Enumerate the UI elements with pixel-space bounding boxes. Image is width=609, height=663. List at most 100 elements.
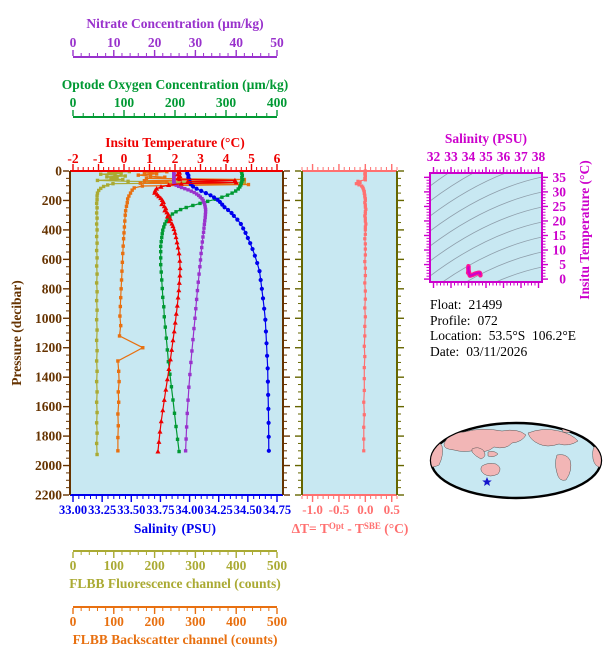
scale-tick-label: 0 [70, 35, 77, 50]
data-point [94, 441, 99, 446]
data-point [189, 360, 193, 365]
nitrate-scale: 0 10 20 30 40 50 [70, 35, 284, 58]
data-point [95, 308, 99, 312]
data-point [362, 388, 366, 393]
ts-temperature-axis-title: Insitu Temperature (°C) [577, 160, 592, 300]
data-point [236, 187, 240, 191]
data-point [160, 407, 166, 413]
data-point [141, 346, 145, 350]
data-point [126, 179, 130, 184]
data-point [184, 425, 189, 429]
data-point [164, 213, 170, 219]
data-point [118, 314, 122, 318]
scale-tick-label: 500 [267, 558, 288, 573]
data-point [363, 354, 367, 359]
ts-frame [429, 172, 543, 283]
data-point [194, 307, 198, 311]
salinity-tick-label: 34.00 [176, 503, 204, 517]
data-point [105, 175, 109, 179]
data-point [266, 406, 271, 411]
data-point [363, 216, 367, 220]
data-point [266, 434, 271, 439]
temperature-tick-label: 2 [172, 151, 179, 166]
data-point [116, 400, 121, 404]
data-point [264, 341, 269, 346]
data-point [140, 184, 145, 188]
data-point [203, 202, 207, 207]
data-point [177, 265, 183, 271]
density-contour [430, 173, 450, 187]
data-point [124, 204, 129, 209]
data-point [185, 178, 191, 184]
data-point [199, 188, 204, 193]
data-point [266, 392, 271, 397]
data-point [259, 286, 264, 291]
data-point [213, 197, 217, 201]
data-point [132, 186, 136, 190]
data-point [94, 234, 99, 239]
ts-salinity-tick-label: 37 [514, 149, 528, 164]
data-point [159, 256, 163, 260]
ts-background [430, 173, 542, 282]
density-contour [430, 206, 542, 262]
data-point [152, 190, 158, 195]
data-point [125, 197, 130, 201]
data-point [172, 411, 177, 415]
data-point [166, 366, 172, 371]
scale-tick-label: 200 [144, 558, 165, 573]
location-label: Location: [430, 328, 482, 343]
data-point [363, 306, 367, 310]
data-point [123, 174, 127, 178]
data-point [363, 247, 367, 251]
data-point [176, 287, 182, 293]
salinity-tick-labels: 33.00 33.25 33.50 33.75 34.00 34.25 34.50 34.75 [59, 503, 291, 517]
data-point [185, 411, 189, 416]
location-value: 53.5°S 106.2°E [488, 328, 577, 343]
data-point [233, 189, 238, 193]
data-point [358, 180, 362, 185]
data-point [186, 398, 190, 402]
data-point [130, 188, 134, 192]
data-point [225, 193, 230, 197]
data-point [154, 172, 159, 176]
data-point [208, 193, 213, 198]
data-point [262, 306, 267, 311]
data-point [95, 198, 99, 202]
data-point [243, 230, 248, 235]
ts-salinity-title: Salinity (PSU) [444, 131, 528, 146]
data-point [159, 250, 163, 254]
float-location-star [482, 477, 492, 487]
ts-temperature-tick-label: 5 [559, 257, 566, 272]
date-label: Date: [430, 343, 460, 359]
continent [487, 451, 499, 457]
data-point [136, 173, 140, 177]
date-row: Date: 03/11/2026 [430, 344, 576, 360]
data-point [119, 295, 123, 300]
data-point [241, 177, 245, 182]
data-point [199, 251, 203, 256]
data-point [194, 297, 199, 302]
data-point [95, 369, 99, 373]
continent [527, 429, 579, 447]
data-point [159, 262, 163, 267]
data-point [229, 210, 234, 216]
salinity-markers [185, 170, 271, 453]
scale-tick-label: 30 [189, 35, 203, 50]
data-point [95, 348, 99, 353]
data-point [222, 205, 227, 210]
data-point [174, 303, 180, 308]
data-point [203, 210, 208, 214]
scale-tick-label: 0 [70, 614, 77, 629]
data-point [142, 171, 147, 175]
temperature-tick-label: 0 [121, 151, 128, 166]
data-point [120, 260, 125, 265]
delta-t-tick-label: 0.5 [384, 502, 401, 517]
data-point [266, 448, 271, 453]
data-point [362, 190, 366, 194]
data-point [166, 217, 170, 221]
main-profile-plot [63, 164, 290, 502]
density-contour [430, 173, 475, 202]
temperature-tick-label: 5 [248, 151, 255, 166]
